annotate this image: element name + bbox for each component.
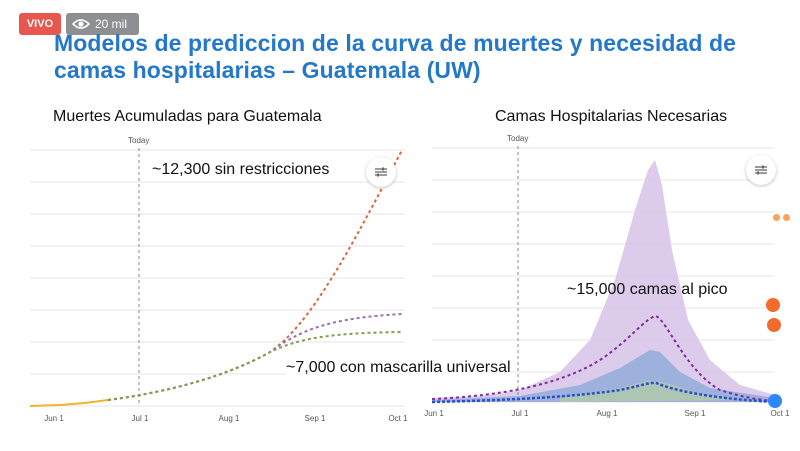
x-tick-label: Jul 1 bbox=[132, 414, 149, 423]
beds-projection-blue bbox=[431, 381, 776, 404]
annotation-peak-beds: ~15,000 camas al pico bbox=[567, 281, 728, 298]
chart-title-beds: Camas Hospitalarias Necesarias bbox=[495, 108, 728, 125]
x-tick-label: Aug 1 bbox=[219, 414, 240, 423]
angry-reaction-icon bbox=[766, 298, 780, 312]
x-tick-label: Jun 1 bbox=[44, 414, 64, 423]
sliders-icon bbox=[375, 167, 387, 177]
x-tick-label: Sep 1 bbox=[685, 409, 706, 418]
x-tick-label: Oct 1 bbox=[388, 414, 408, 423]
slide-title: Modelos de prediccion de la curva de mue… bbox=[54, 30, 737, 83]
beds-uncertainty-band-green bbox=[560, 380, 740, 402]
chart-filter-button-left[interactable] bbox=[366, 157, 396, 187]
annotation-no-restrictions: ~12,300 sin restricciones bbox=[152, 161, 330, 179]
annotation-universal-mask: ~7,000 con mascarilla universal bbox=[286, 357, 511, 378]
beds-uncertainty-band-wide bbox=[432, 160, 775, 402]
eye-icon bbox=[72, 19, 90, 29]
reaction-emoji-icon bbox=[773, 214, 780, 221]
x-tick-label: Jul 1 bbox=[512, 409, 529, 418]
x-tick-label: Oct 1 bbox=[770, 409, 790, 418]
x-tick-label: Sep 1 bbox=[305, 414, 326, 423]
deaths-observed-line bbox=[29, 399, 109, 407]
like-reaction-icon bbox=[768, 394, 782, 408]
x-tick-label: Jun 1 bbox=[424, 409, 444, 418]
beds-projection-purple bbox=[431, 314, 776, 402]
chart-filter-button-right[interactable] bbox=[746, 155, 776, 185]
reaction-emoji-icon bbox=[783, 214, 790, 221]
today-label-right: Today bbox=[507, 134, 528, 143]
angry-reaction-icon bbox=[767, 318, 781, 332]
viewer-count-badge: 20 mil bbox=[66, 13, 139, 35]
viewer-count: 20 mil bbox=[95, 17, 128, 31]
x-ticks-right: Jun 1 Jul 1 Aug 1 Sep 1 Oct 1 bbox=[424, 409, 790, 418]
x-tick-label: Aug 1 bbox=[597, 409, 618, 418]
today-label-left: Today bbox=[128, 136, 149, 145]
chart-title-deaths: Muertes Acumuladas para Guatemala bbox=[53, 108, 322, 125]
x-ticks-left: Jun 1 Jul 1 Aug 1 Sep 1 Oct 1 bbox=[44, 414, 408, 423]
deaths-projection-mandates bbox=[107, 331, 403, 401]
live-badge: VIVO bbox=[19, 13, 61, 35]
beds-uncertainty-band-blue bbox=[432, 350, 775, 402]
sliders-icon bbox=[755, 165, 767, 175]
